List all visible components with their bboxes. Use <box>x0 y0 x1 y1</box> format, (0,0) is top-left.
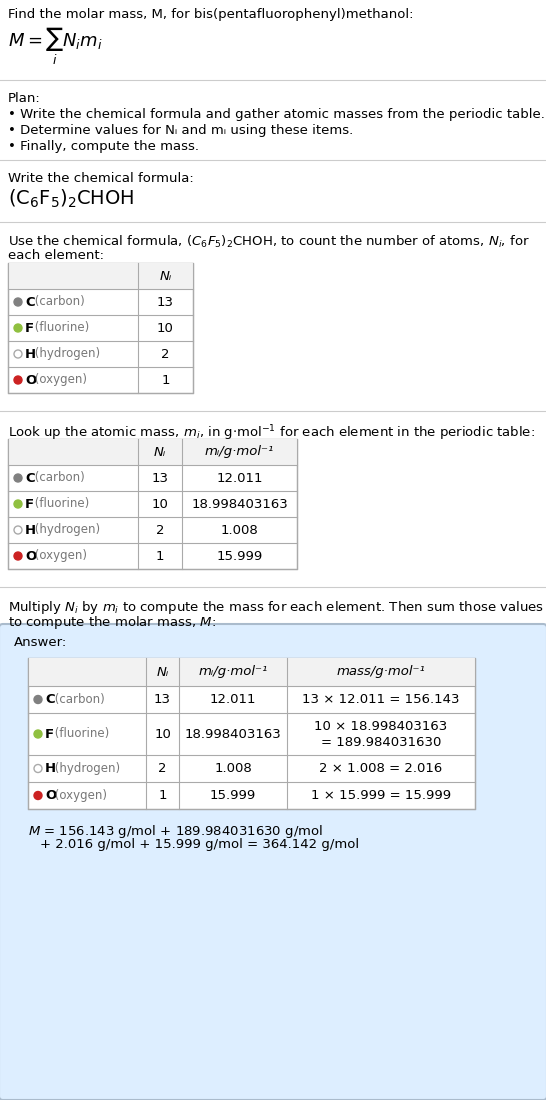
Text: (oxygen): (oxygen) <box>31 550 87 562</box>
Text: (carbon): (carbon) <box>31 296 85 308</box>
Text: mᵢ/g·mol⁻¹: mᵢ/g·mol⁻¹ <box>205 446 274 459</box>
Text: Plan:: Plan: <box>8 92 41 104</box>
Text: 1.008: 1.008 <box>221 524 258 537</box>
Text: 10: 10 <box>152 497 168 510</box>
Text: • Write the chemical formula and gather atomic masses from the periodic table.: • Write the chemical formula and gather … <box>8 108 545 121</box>
Text: C: C <box>45 693 55 706</box>
Circle shape <box>14 350 22 358</box>
Text: 1: 1 <box>161 374 170 386</box>
Text: 10 × 18.998403163: 10 × 18.998403163 <box>314 720 448 734</box>
Text: 2: 2 <box>158 762 167 776</box>
Text: C: C <box>25 296 34 308</box>
Bar <box>8 263 193 289</box>
Text: Use the chemical formula, $(C_6F_5)_2$CHOH, to count the number of atoms, $N_i$,: Use the chemical formula, $(C_6F_5)_2$CH… <box>8 234 530 250</box>
Text: 18.998403163: 18.998403163 <box>191 497 288 510</box>
Text: Nᵢ: Nᵢ <box>159 270 171 283</box>
Text: = 189.984031630: = 189.984031630 <box>321 737 441 749</box>
Text: Find the molar mass, M, for bis(pentafluorophenyl)methanol:: Find the molar mass, M, for bis(pentaflu… <box>8 8 413 21</box>
Text: 13: 13 <box>151 472 169 484</box>
Text: • Finally, compute the mass.: • Finally, compute the mass. <box>8 140 199 153</box>
Circle shape <box>14 376 22 384</box>
Text: Write the chemical formula:: Write the chemical formula: <box>8 172 194 185</box>
Bar <box>28 658 475 808</box>
Text: mass/g·mol⁻¹: mass/g·mol⁻¹ <box>336 666 425 679</box>
Text: (oxygen): (oxygen) <box>51 789 107 802</box>
Text: (hydrogen): (hydrogen) <box>51 762 120 776</box>
Bar <box>8 439 297 465</box>
Text: 10: 10 <box>157 321 174 334</box>
Bar <box>8 263 193 393</box>
Text: O: O <box>45 789 56 802</box>
Text: Answer:: Answer: <box>14 636 67 649</box>
Text: C: C <box>25 472 34 484</box>
Text: 18.998403163: 18.998403163 <box>185 727 281 740</box>
Text: 1: 1 <box>158 789 167 802</box>
FancyBboxPatch shape <box>0 624 546 1100</box>
Circle shape <box>34 730 42 738</box>
Text: 15.999: 15.999 <box>216 550 263 562</box>
Text: 15.999: 15.999 <box>210 789 256 802</box>
Text: (carbon): (carbon) <box>31 472 85 484</box>
Text: H: H <box>45 762 56 776</box>
Text: (hydrogen): (hydrogen) <box>31 348 100 361</box>
Bar <box>8 439 297 569</box>
Text: F: F <box>25 321 34 334</box>
Text: Nᵢ: Nᵢ <box>156 666 169 679</box>
Circle shape <box>14 500 22 508</box>
Circle shape <box>14 552 22 560</box>
Circle shape <box>34 764 42 772</box>
Circle shape <box>34 695 42 704</box>
Text: 2: 2 <box>161 348 170 361</box>
Text: 12.011: 12.011 <box>216 472 263 484</box>
Text: $M = \sum_i N_i m_i$: $M = \sum_i N_i m_i$ <box>8 26 103 67</box>
Text: 1.008: 1.008 <box>214 762 252 776</box>
Circle shape <box>14 298 22 306</box>
Text: 13 × 12.011 = 156.143: 13 × 12.011 = 156.143 <box>302 693 460 706</box>
Text: 10: 10 <box>154 727 171 740</box>
Circle shape <box>34 792 42 800</box>
Text: O: O <box>25 374 36 386</box>
Text: (fluorine): (fluorine) <box>31 497 90 510</box>
Text: 1 × 15.999 = 15.999: 1 × 15.999 = 15.999 <box>311 789 451 802</box>
Circle shape <box>14 474 22 482</box>
Text: O: O <box>25 550 36 562</box>
Text: (fluorine): (fluorine) <box>51 727 109 740</box>
Text: Look up the atomic mass, $m_i$, in g$\cdot$mol$^{-1}$ for each element in the pe: Look up the atomic mass, $m_i$, in g$\cd… <box>8 424 535 442</box>
Text: 12.011: 12.011 <box>210 693 256 706</box>
Text: (hydrogen): (hydrogen) <box>31 524 100 537</box>
Text: 13: 13 <box>154 693 171 706</box>
Circle shape <box>14 526 22 534</box>
Text: H: H <box>25 524 36 537</box>
Text: Nᵢ: Nᵢ <box>154 446 166 459</box>
Text: 2 × 1.008 = 2.016: 2 × 1.008 = 2.016 <box>319 762 443 776</box>
Text: • Determine values for Nᵢ and mᵢ using these items.: • Determine values for Nᵢ and mᵢ using t… <box>8 124 353 138</box>
Text: each element:: each element: <box>8 249 104 262</box>
Text: F: F <box>45 727 54 740</box>
Text: 13: 13 <box>157 296 174 308</box>
Text: to compute the molar mass, $M$:: to compute the molar mass, $M$: <box>8 614 216 631</box>
Text: H: H <box>25 348 36 361</box>
Circle shape <box>14 324 22 332</box>
Text: + 2.016 g/mol + 15.999 g/mol = 364.142 g/mol: + 2.016 g/mol + 15.999 g/mol = 364.142 g… <box>40 838 359 851</box>
Text: F: F <box>25 497 34 510</box>
Text: Multiply $N_i$ by $m_i$ to compute the mass for each element. Then sum those val: Multiply $N_i$ by $m_i$ to compute the m… <box>8 600 544 616</box>
Text: 1: 1 <box>156 550 164 562</box>
Text: $\mathregular{(C_6F_5)_2CHOH}$: $\mathregular{(C_6F_5)_2CHOH}$ <box>8 188 134 210</box>
Text: (fluorine): (fluorine) <box>31 321 90 334</box>
Bar <box>28 658 475 686</box>
Text: (carbon): (carbon) <box>51 693 105 706</box>
Text: $M$ = 156.143 g/mol + 189.984031630 g/mol: $M$ = 156.143 g/mol + 189.984031630 g/mo… <box>28 823 323 840</box>
Text: 2: 2 <box>156 524 164 537</box>
Text: mᵢ/g·mol⁻¹: mᵢ/g·mol⁻¹ <box>198 666 268 679</box>
Text: (oxygen): (oxygen) <box>31 374 87 386</box>
